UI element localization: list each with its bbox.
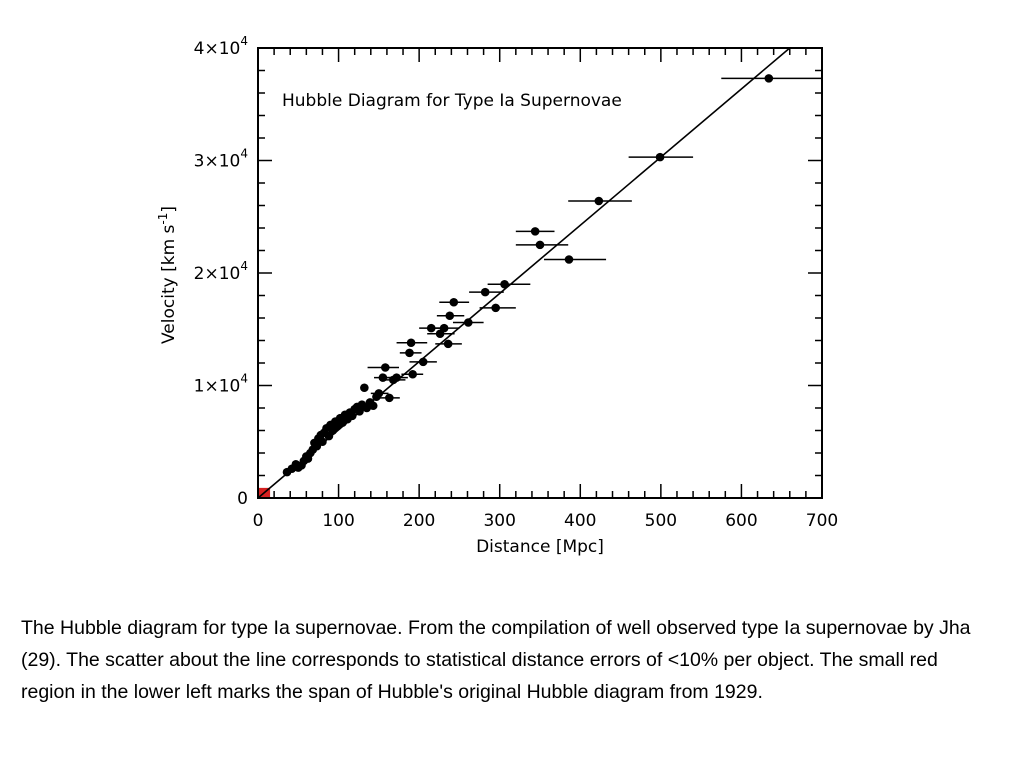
y-tick-label: 4×104 [194,34,248,59]
y-tick-label: 0 [237,489,248,509]
data-point [347,411,357,421]
y-tick-mantissa: 0 [237,489,248,509]
x-tick-label: 400 [564,511,596,531]
y-axis-title-close: ] [159,206,179,213]
data-point [355,407,364,416]
x-tick-label: 600 [725,511,757,531]
y-tick-label: 2×104 [194,259,248,284]
data-point [764,74,774,83]
data-point [378,373,388,382]
x-tick-label: 500 [645,511,677,531]
data-point [500,279,509,289]
data-point [530,227,540,236]
x-tick-label: 300 [483,511,515,531]
plot-frame [257,47,823,499]
fit-line-layer [257,47,791,499]
y-tick-exponent: 4 [240,259,248,273]
data-point [491,303,500,313]
x-tick-label: 0 [253,511,264,531]
data-point [564,255,574,264]
figure-caption: The Hubble diagram for type Ia supernova… [21,617,971,703]
data-point [406,338,416,348]
data-point [418,357,428,367]
data-point [405,348,414,358]
x-tick-label: 200 [403,511,435,531]
y-tick-mantissa: 1×10 [194,377,241,397]
y-axis-title-main: Velocity [km s [159,224,179,344]
data-point [385,393,394,403]
data-point [443,339,453,349]
y-axis-title: Velocity [km s-1] [156,206,179,344]
y-tick-label: 1×104 [194,372,248,397]
data-point [449,297,459,307]
x-tick-labels: 0 100 200 300 400 500 600 700 [253,511,839,531]
data-point [439,323,449,333]
hubble-chart: 0 100 200 300 400 500 600 700 01×1042×1043×1044… [156,34,839,557]
data-point [480,287,490,297]
y-tick-exponent: 4 [240,34,248,48]
y-tick-mantissa: 4×10 [194,39,241,59]
y-tick-mantissa: 3×10 [194,152,241,172]
data-points [282,74,774,477]
data-point [655,152,665,162]
error-bars [367,77,822,399]
y-tick-exponent: 4 [240,147,248,161]
data-point [463,318,473,327]
data-point [368,401,378,411]
fit-line [257,47,791,499]
x-tick-label: 100 [322,511,354,531]
data-point [445,311,455,321]
data-point [360,383,369,393]
y-tick-exponent: 4 [240,372,248,386]
chart-title: Hubble Diagram for Type Ia Supernovae [282,91,622,111]
data-point [426,323,436,333]
data-point [374,389,384,398]
data-point [408,369,417,379]
data-point [381,363,390,372]
y-axis-title-exp: -1 [156,213,170,225]
tick-marks [257,47,823,499]
x-tick-label: 700 [806,511,838,531]
data-point [392,373,401,382]
data-point [318,437,327,447]
y-tick-mantissa: 2×10 [194,264,241,284]
data-point [594,196,604,206]
data-point [535,240,545,250]
x-axis-title: Distance [Mpc] [476,537,604,557]
y-tick-label: 3×104 [194,147,248,172]
